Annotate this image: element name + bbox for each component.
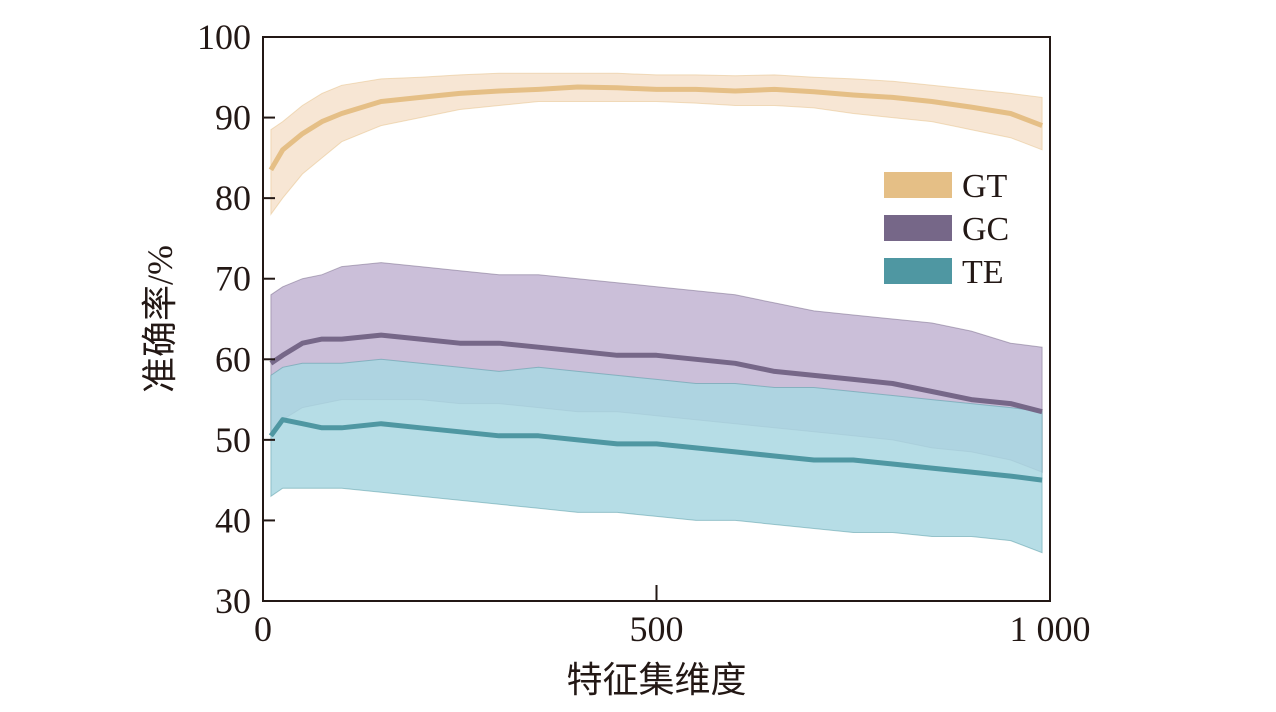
legend: GT GC TE <box>884 168 1009 291</box>
legend-label-te: TE <box>962 254 1004 291</box>
y-tick-label: 100 <box>197 17 251 57</box>
legend-swatch-gc <box>884 215 952 241</box>
legend-swatch-te <box>884 258 952 284</box>
confidence-bands <box>271 73 1042 552</box>
y-tick-label: 30 <box>215 581 251 621</box>
y-tick-label: 50 <box>215 420 251 460</box>
x-tick-label: 0 <box>254 609 272 649</box>
y-tick-label: 40 <box>215 500 251 540</box>
y-tick-label: 90 <box>215 98 251 138</box>
y-tick-label: 60 <box>215 339 251 379</box>
x-tick-label: 1 000 <box>1010 609 1091 649</box>
x-axis-title: 特征集维度 <box>566 660 746 700</box>
legend-label-gc: GC <box>962 211 1009 248</box>
legend-label-gt: GT <box>962 168 1008 205</box>
y-tick-label: 70 <box>215 259 251 299</box>
legend-swatch-gt <box>884 172 952 198</box>
x-tick-label: 500 <box>630 609 684 649</box>
y-tick-label: 80 <box>215 178 251 218</box>
y-axis-title: 准确率/% <box>140 245 180 393</box>
